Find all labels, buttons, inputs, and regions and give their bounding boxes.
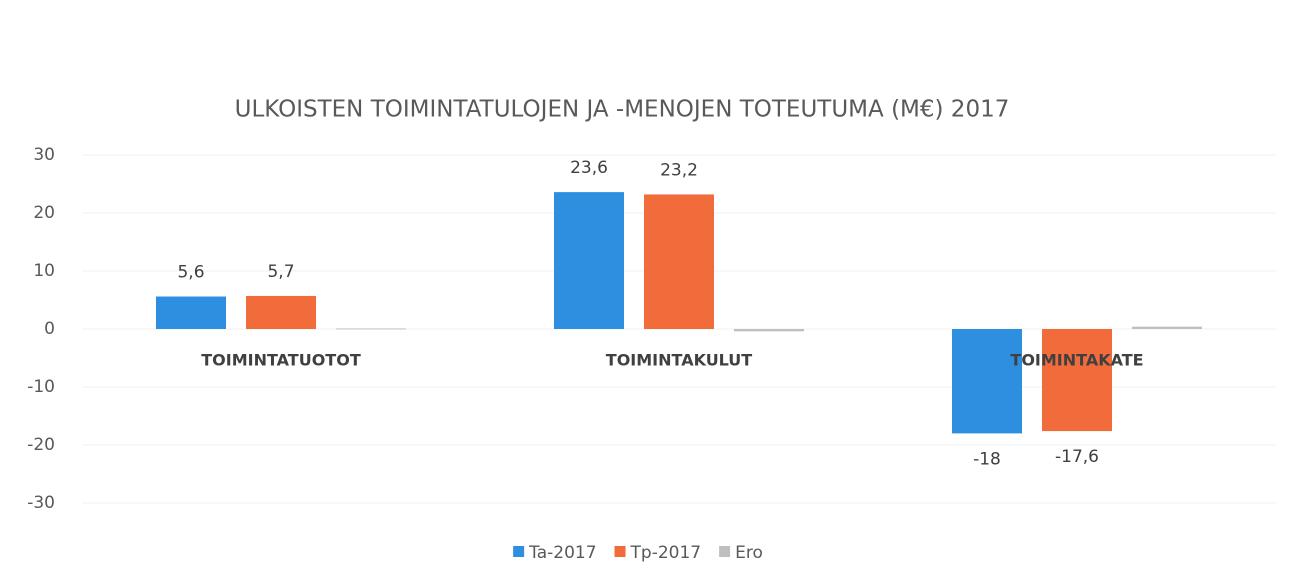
bar xyxy=(246,295,316,329)
y-tick-label: -20 xyxy=(27,435,55,455)
y-tick-label: 0 xyxy=(44,319,55,339)
data-label: 23,2 xyxy=(660,160,698,180)
y-tick-label: 20 xyxy=(33,203,55,223)
legend-label: Tp-2017 xyxy=(630,543,702,563)
legend-label: Ero xyxy=(735,543,763,563)
bar xyxy=(952,329,1022,434)
legend-swatch xyxy=(614,546,626,557)
legend-swatch xyxy=(513,546,525,557)
x-tick-label: TOIMINTATUOTOT xyxy=(201,351,361,370)
legend-swatch xyxy=(719,546,731,557)
y-tick-label: -10 xyxy=(27,377,55,397)
bar xyxy=(1042,329,1112,432)
data-label: -18 xyxy=(973,449,1001,469)
bar xyxy=(156,296,226,329)
bar xyxy=(554,192,624,329)
x-tick-label: TOIMINTAKATE xyxy=(1010,351,1143,370)
y-tick-label: -30 xyxy=(27,493,55,513)
y-tick-label: 10 xyxy=(33,261,55,281)
data-label: 23,6 xyxy=(570,158,608,178)
y-tick-label: 30 xyxy=(33,145,55,165)
data-label: -17,6 xyxy=(1055,447,1099,467)
legend-label: Ta-2017 xyxy=(528,543,596,563)
bar xyxy=(336,328,406,330)
bar xyxy=(734,329,804,332)
bar xyxy=(644,194,714,329)
chart-title: ULKOISTEN TOIMINTATULOJEN JA -MENOJEN TO… xyxy=(235,97,1010,123)
bar xyxy=(1132,326,1202,329)
data-label: 5,7 xyxy=(267,262,294,282)
data-label: 5,6 xyxy=(177,263,204,283)
x-tick-label: TOIMINTAKULUT xyxy=(606,351,753,370)
